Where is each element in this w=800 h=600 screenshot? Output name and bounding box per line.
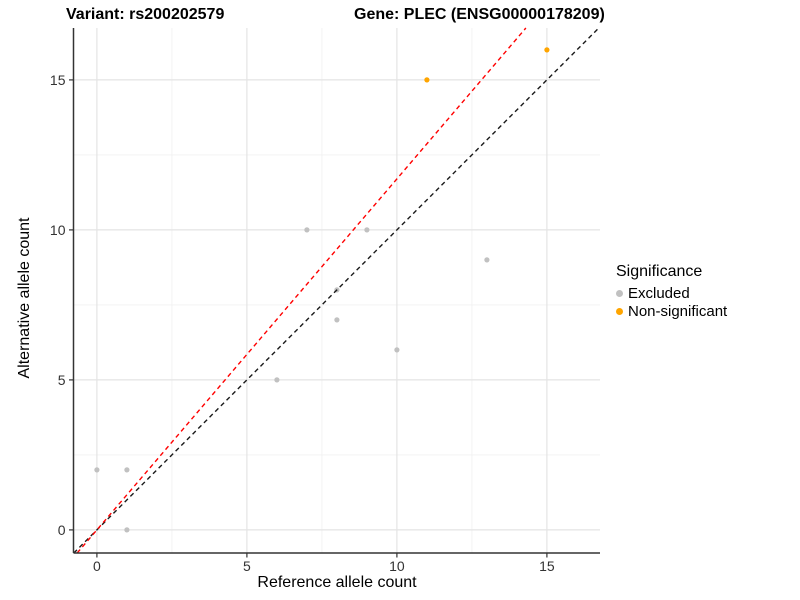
data-point-excluded [334,317,340,323]
legend-title: Significance [616,263,703,280]
y-tick-label: 10 [50,222,66,238]
y-axis-label: Alternative allele count [16,217,33,379]
fitted-line [76,27,527,554]
x-tick-label: 5 [243,558,251,574]
legend-key-dot-icon [616,289,623,297]
legend: Significance Excluded Non-significant [616,263,727,320]
data-point-excluded [274,377,280,383]
legend-key-dot-icon [616,307,623,315]
legend-entry-label: Excluded [628,284,690,302]
data-point-excluded [484,257,490,263]
legend-entries: Excluded Non-significant [616,284,727,320]
y-tick-label: 5 [58,372,66,388]
data-point-excluded [94,467,100,473]
data-point-non-significant [544,47,550,53]
legend-entry-label: Non-significant [628,302,728,320]
identity-line [73,27,600,554]
data-point-excluded [394,347,400,353]
legend-entry: Excluded [616,284,727,302]
y-tick-label: 15 [50,72,66,88]
data-point-excluded [304,227,310,233]
plot-title-gene: Gene: PLEC (ENSG00000178209) [354,6,605,23]
data-point-excluded [124,467,130,473]
data-point-excluded [124,527,130,533]
x-tick-label: 15 [539,558,555,574]
data-point-excluded [364,227,370,233]
x-tick-label: 0 [93,558,101,574]
y-tick-label: 0 [58,522,66,538]
x-axis-label: Reference allele count [257,574,417,591]
data-point-non-significant [424,77,430,83]
legend-entry: Non-significant [616,302,727,320]
plot-title-variant: Variant: rs200202579 [66,6,225,23]
x-tick-label: 10 [389,558,405,574]
